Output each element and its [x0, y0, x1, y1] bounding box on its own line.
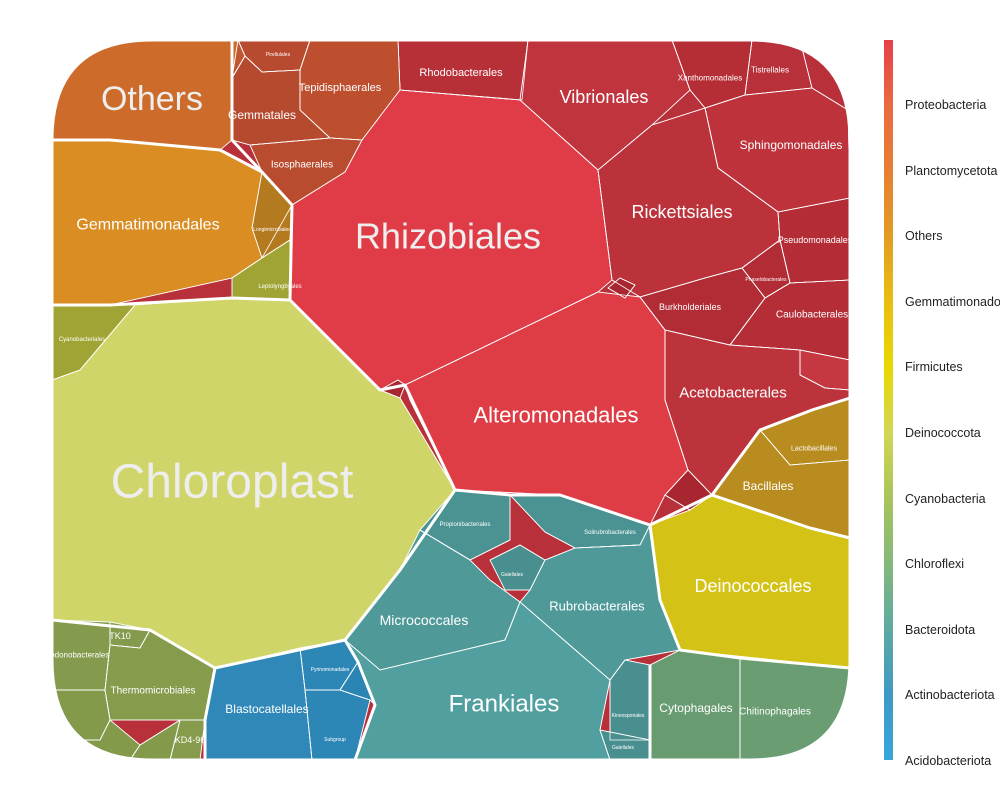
cell-outline: [304, 689, 371, 760]
label-thermomicrobiales: Thermomicrobiales: [110, 686, 195, 697]
label-tepidisphaerales: Tepidisphaerales: [299, 82, 382, 94]
label-others: Others: [101, 80, 203, 118]
label-rickettsiales: Rickettsiales: [631, 202, 732, 222]
phylum-boundary: [52, 296, 291, 307]
label-sphingomonadales: Sphingomonadales: [740, 138, 843, 152]
group-acidobacteriota: [204, 639, 376, 760]
label-isosphaerales: Isosphaerales: [271, 160, 333, 171]
group-cyanobacteria: [52, 239, 456, 669]
phylum-boundary: [343, 639, 377, 761]
cell-outline: [129, 719, 181, 760]
label-rubrobacterales: Rubrobacterales: [549, 599, 645, 614]
label-longimicrobiales: Longimicrobiales: [253, 227, 291, 233]
legend-item: Others: [905, 229, 943, 244]
label-tk10: TK10: [109, 631, 131, 641]
label-lactobacillales: Lactobacillales: [791, 446, 837, 453]
label-solirubrobacterales: Solirubrobacterales: [584, 530, 636, 536]
legend-item: Firmicutes: [905, 360, 963, 375]
legend-color-bar: [884, 40, 893, 760]
label-kineosporiales: Kineosporiales: [612, 713, 645, 719]
cell-outline: [231, 55, 331, 146]
treemap-diagram: Rhizobiales Alteromonadales Rhodobacterale…: [43, 38, 853, 762]
legend-item: Proteobacteria: [905, 98, 987, 112]
legend-item: Cyanobacteria: [905, 491, 986, 506]
legend: Proteobacteria Planctomycetota Others Gemma…: [884, 40, 1000, 768]
group-actinobacteriota: [344, 489, 681, 760]
phylum-boundary: [203, 667, 217, 760]
label-deinococcales: Deinococcales: [694, 576, 811, 596]
label-cyanobacteriales: Cyanobacteriales: [59, 337, 105, 343]
label-micrococcales: Micrococcales: [380, 612, 469, 628]
label-caulobacterales: Caulobacterales: [776, 310, 848, 321]
label-pyrinomonadales: Pyrinomonadales: [311, 667, 350, 673]
legend-item: Chloroflexi: [905, 557, 965, 572]
label-rhizobiales: Rhizobiales: [355, 216, 541, 257]
label-gemmatales: Gemmatales: [228, 108, 296, 122]
label-phaselobacterales: Phaselobacterales: [745, 277, 787, 283]
label-gaiellales: Gaiellales: [501, 572, 523, 578]
phylum-boundary: [648, 524, 851, 670]
label-leptolyngbyales: Leptolyngbyales: [258, 284, 301, 290]
phylum-boundary: [454, 396, 851, 527]
legend-item: Deinococcota: [905, 426, 981, 440]
phylum-boundary: [52, 138, 263, 174]
label-propionibacteriales: Propionibacteriales: [439, 522, 490, 528]
cell-outline: [599, 729, 651, 760]
legend-item: Bacteroidota: [905, 622, 976, 637]
label-gemmatimonadales: Gemmatimonadales: [76, 217, 219, 234]
group-proteobacteria: [289, 40, 850, 526]
label-pseudomonadales: Pseudomonadales: [778, 235, 853, 245]
label-bacillales: Bacillales: [743, 479, 794, 493]
label-subgroup: Subgroup: [324, 737, 346, 743]
legend-item: Gemmatimonadota: [905, 294, 1000, 309]
legend-item: Actinobacteriota: [905, 688, 995, 703]
label-alteromonadales: Alteromonadales: [473, 403, 638, 428]
group-planctomycetota: [227, 40, 401, 206]
treemap-frame: [50, 38, 852, 762]
cell-outline: [607, 277, 636, 299]
label-pirellulales: Pirellulales: [266, 52, 291, 58]
label-kd4-96: KD4-96: [175, 735, 206, 745]
label-acetobacterales: Acetobacterales: [679, 385, 787, 402]
legend-item: Acidobacteriota: [905, 754, 992, 768]
label-chitinophagales: Chitinophagales: [739, 707, 811, 718]
group-bacteroidota: [649, 649, 850, 760]
label-xanthomonadales: Xanthomonadales: [678, 74, 743, 83]
phylum-boundary: [51, 298, 457, 670]
group-gemmatimonadota: [52, 139, 293, 306]
label-gaiellales: Gaiellales: [612, 745, 634, 751]
label-cytophagales: Cytophagales: [659, 701, 732, 715]
label-chloroplast: Chloroplast: [111, 456, 354, 509]
label-ktedonobacterales: Ktedonobacterales: [43, 651, 110, 660]
label-tistrellales: Tistrellales: [751, 66, 789, 75]
label-rhodobacterales: Rhodobacterales: [419, 67, 503, 79]
legend-item: Planctomycetota: [905, 163, 998, 178]
cell-chloroflexi-minor-3[interactable]: [52, 689, 111, 741]
label-blastocatellales: Blastocatellales: [225, 702, 308, 716]
label-burkholderiales: Burkholderiales: [659, 302, 722, 312]
phylum-boundary: [711, 493, 851, 540]
label-frankiales: Frankiales: [449, 691, 560, 718]
label-vibrionales: Vibrionales: [560, 87, 649, 107]
